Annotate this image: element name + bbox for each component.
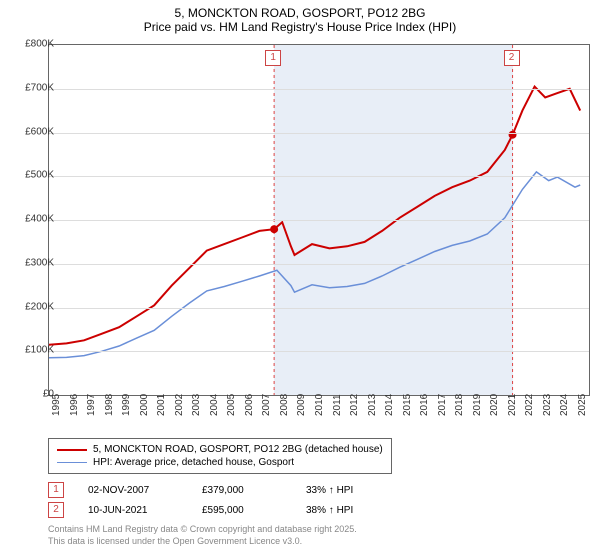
sale-date: 02-NOV-2007: [88, 485, 178, 496]
footer-attribution: Contains HM Land Registry data © Crown c…: [48, 524, 357, 547]
x-axis-label: 2003: [191, 394, 202, 416]
y-axis-label: £400K: [10, 214, 54, 225]
x-axis-label: 1998: [104, 394, 115, 416]
chart-marker-box: 2: [504, 50, 520, 66]
y-axis-label: £600K: [10, 126, 54, 137]
x-axis-label: 2000: [139, 394, 150, 416]
x-axis-label: 1996: [69, 394, 80, 416]
footer-line: This data is licensed under the Open Gov…: [48, 536, 357, 548]
x-axis-label: 2009: [296, 394, 307, 416]
legend-label: HPI: Average price, detached house, Gosp…: [93, 457, 294, 468]
title-block: 5, MONCKTON ROAD, GOSPORT, PO12 2BG Pric…: [0, 0, 600, 36]
x-axis-label: 1999: [121, 394, 132, 416]
x-axis-label: 2025: [577, 394, 588, 416]
sale-marker-box: 1: [48, 482, 64, 498]
y-axis-label: £0: [10, 389, 54, 400]
y-axis-label: £200K: [10, 301, 54, 312]
x-axis-label: 2010: [314, 394, 325, 416]
x-axis-label: 2022: [524, 394, 535, 416]
legend-label: 5, MONCKTON ROAD, GOSPORT, PO12 2BG (det…: [93, 444, 383, 455]
x-axis-label: 2011: [332, 394, 343, 416]
sale-date: 10-JUN-2021: [88, 505, 178, 516]
legend-item: 5, MONCKTON ROAD, GOSPORT, PO12 2BG (det…: [57, 443, 383, 456]
x-axis-label: 1995: [51, 394, 62, 416]
chart-marker-box: 1: [265, 50, 281, 66]
x-axis-label: 2007: [261, 394, 272, 416]
sale-price: £595,000: [202, 505, 282, 516]
x-axis-label: 2018: [454, 394, 465, 416]
legend-swatch: [57, 462, 87, 464]
sale-pct: 38% ↑ HPI: [306, 505, 386, 516]
x-axis-label: 2020: [489, 394, 500, 416]
x-axis-label: 2001: [156, 394, 167, 416]
sales-table: 1 02-NOV-2007 £379,000 33% ↑ HPI 2 10-JU…: [48, 480, 386, 520]
x-axis-label: 2012: [349, 394, 360, 416]
sale-marker-box: 2: [48, 502, 64, 518]
x-axis-label: 2013: [367, 394, 378, 416]
legend-item: HPI: Average price, detached house, Gosp…: [57, 456, 383, 469]
legend-box: 5, MONCKTON ROAD, GOSPORT, PO12 2BG (det…: [48, 438, 392, 474]
x-axis-label: 2023: [542, 394, 553, 416]
sale-price: £379,000: [202, 485, 282, 496]
y-axis-label: £500K: [10, 170, 54, 181]
x-axis-label: 2016: [419, 394, 430, 416]
sale-row: 1 02-NOV-2007 £379,000 33% ↑ HPI: [48, 480, 386, 500]
x-axis-label: 2014: [384, 394, 395, 416]
chart-container: 5, MONCKTON ROAD, GOSPORT, PO12 2BG Pric…: [0, 0, 600, 560]
x-axis-label: 2008: [279, 394, 290, 416]
x-axis-label: 2005: [226, 394, 237, 416]
x-axis-label: 2006: [244, 394, 255, 416]
legend-swatch: [57, 449, 87, 451]
footer-line: Contains HM Land Registry data © Crown c…: [48, 524, 357, 536]
sale-row: 2 10-JUN-2021 £595,000 38% ↑ HPI: [48, 500, 386, 520]
y-axis-label: £700K: [10, 82, 54, 93]
chart-title-subtitle: Price paid vs. HM Land Registry's House …: [0, 20, 600, 34]
y-axis-label: £800K: [10, 39, 54, 50]
x-axis-label: 2017: [437, 394, 448, 416]
x-axis-label: 2019: [472, 394, 483, 416]
y-axis-label: £100K: [10, 345, 54, 356]
chart-plot-area: [48, 44, 590, 396]
y-axis-label: £300K: [10, 257, 54, 268]
x-axis-label: 2004: [209, 394, 220, 416]
x-axis-label: 2021: [507, 394, 518, 416]
sale-pct: 33% ↑ HPI: [306, 485, 386, 496]
x-axis-label: 2002: [174, 394, 185, 416]
chart-title-address: 5, MONCKTON ROAD, GOSPORT, PO12 2BG: [0, 6, 600, 20]
x-axis-label: 1997: [86, 394, 97, 416]
x-axis-label: 2015: [402, 394, 413, 416]
x-axis-label: 2024: [559, 394, 570, 416]
